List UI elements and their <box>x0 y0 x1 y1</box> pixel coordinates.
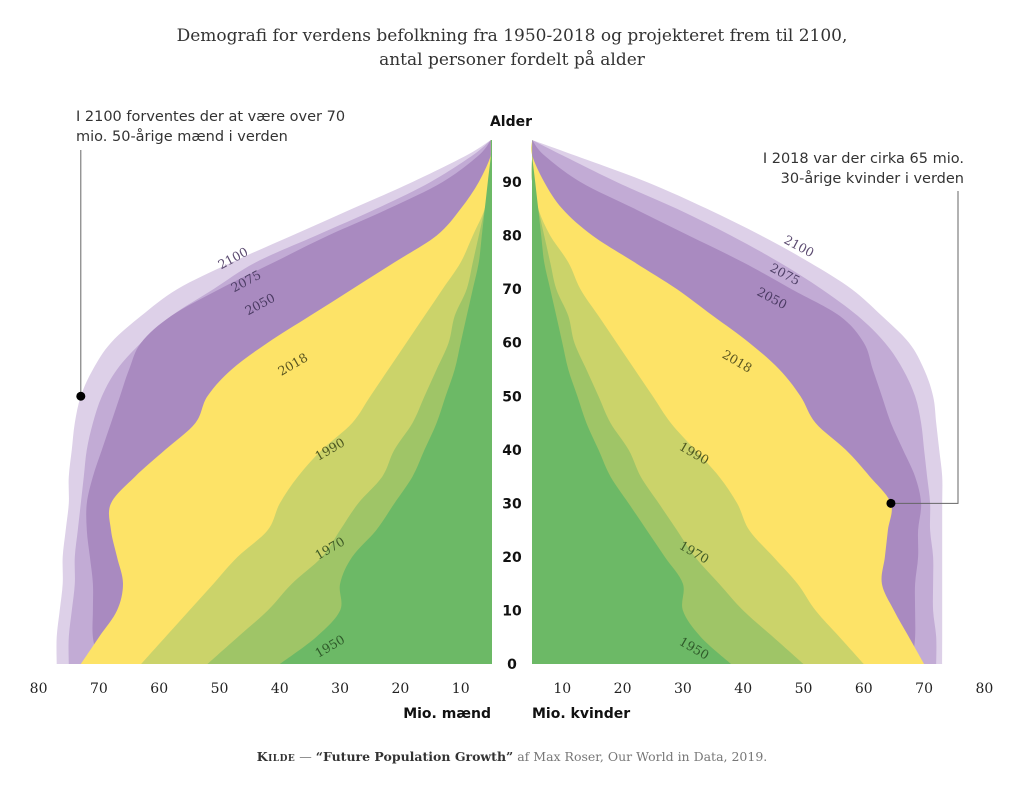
source-dash: — <box>299 749 312 764</box>
age-tick-10: 10 <box>502 603 522 619</box>
x-tick-women-40: 40 <box>734 681 752 697</box>
annotation-men-line-1: I 2100 forventes der at være over 70 <box>76 109 346 125</box>
x-tick-women-50: 50 <box>795 681 813 697</box>
annotation-women-2018: I 2018 var der cirka 65 mio. 30-årige kv… <box>763 149 964 189</box>
annotation-women-line-1: I 2018 var der cirka 65 mio. <box>762 151 964 167</box>
age-tick-50: 50 <box>502 389 522 405</box>
annotation-men-line-2: mio. 50-årige mænd i verden <box>76 129 288 145</box>
annotation-men-2100: I 2100 forventes der at være over 70 mio… <box>76 107 345 147</box>
callout-dot-women <box>886 498 896 508</box>
x-axis-label-women: Mio. kvinder <box>532 706 630 722</box>
x-tick-men-10: 10 <box>452 681 470 697</box>
annotation-women-line-2: 30-årige kvinder i verden <box>780 171 964 187</box>
callout-line-women <box>890 191 959 504</box>
callouts <box>76 150 959 508</box>
callout-dot-men <box>76 391 86 401</box>
x-tick-men-60: 60 <box>150 681 168 697</box>
women-area-1950 <box>531 140 732 664</box>
x-tick-men-30: 30 <box>331 681 349 697</box>
age-tick-30: 30 <box>502 496 522 512</box>
x-tick-men-20: 20 <box>391 681 409 697</box>
chart-title-line-2: antal personer fordelt på alder <box>379 50 645 70</box>
chart-title-line-1: Demografi for verdens befolkning fra 195… <box>176 26 848 46</box>
age-axis-label: Alder <box>490 114 532 130</box>
x-axis-women: 10 20 30 40 50 60 70 80 <box>553 681 993 697</box>
x-tick-men-40: 40 <box>271 681 289 697</box>
x-tick-women-80: 80 <box>975 681 993 697</box>
age-tick-90: 90 <box>502 175 522 191</box>
x-tick-women-60: 60 <box>855 681 873 697</box>
x-tick-men-50: 50 <box>211 681 229 697</box>
source-rest: af Max Roser, Our World in Data, 2019. <box>517 749 768 764</box>
x-axis-label-men: Mio. mænd <box>403 706 491 722</box>
x-tick-men-70: 70 <box>90 681 108 697</box>
age-axis: 0 10 20 30 40 50 60 70 80 90 <box>502 175 522 673</box>
x-tick-women-20: 20 <box>614 681 632 697</box>
x-tick-women-70: 70 <box>915 681 933 697</box>
x-tick-women-10: 10 <box>553 681 571 697</box>
women-areas <box>531 140 943 664</box>
men-area-1950 <box>279 140 492 664</box>
age-tick-40: 40 <box>502 443 522 459</box>
age-tick-80: 80 <box>502 229 522 245</box>
age-tick-70: 70 <box>502 282 522 298</box>
source-credit: Kilde — “Future Population Growth” af Ma… <box>0 749 1024 764</box>
source-label: Kilde <box>256 749 296 764</box>
x-tick-men-80: 80 <box>30 681 48 697</box>
age-tick-60: 60 <box>502 336 522 352</box>
age-tick-0: 0 <box>507 657 517 673</box>
age-tick-20: 20 <box>502 550 522 566</box>
x-tick-women-30: 30 <box>674 681 692 697</box>
men-areas <box>56 140 493 664</box>
source-title: “Future Population Growth” <box>315 749 514 764</box>
x-axis-men: 80 70 60 50 40 30 20 10 <box>30 681 470 697</box>
chart-title: Demografi for verdens befolkning fra 195… <box>0 24 1024 72</box>
